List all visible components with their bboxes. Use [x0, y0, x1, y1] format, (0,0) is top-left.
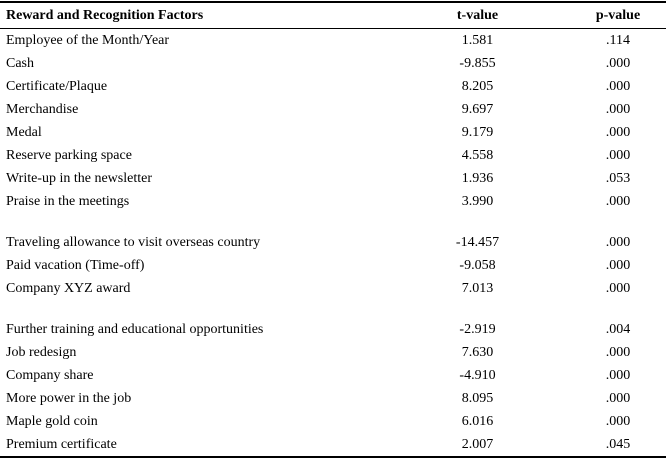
t-value-cell: 3.990 [461, 193, 494, 209]
factor-cell: Certificate/Plaque [6, 78, 108, 94]
t-value-cell: 9.179 [461, 124, 494, 140]
t-value-cell: 9.697 [461, 101, 494, 117]
table-row: Company share -4.910 .000 [0, 364, 666, 387]
p-value-cell: .000 [605, 367, 631, 383]
p-value-cell: .004 [605, 321, 631, 337]
t-value-cell: -9.855 [459, 55, 496, 71]
table-row: Merchandise 9.697 .000 [0, 98, 666, 121]
factor-cell: Maple gold coin [6, 413, 98, 429]
p-value-cell: .000 [605, 280, 631, 296]
p-value-cell: .114 [606, 32, 630, 48]
table-body: Employee of the Month/Year 1.581 .114 Cash -… [0, 29, 666, 456]
t-value-cell: 2.007 [461, 436, 494, 452]
factor-cell: Job redesign [6, 344, 77, 360]
table-header-row: Reward and Recognition Factors t-value p… [0, 3, 666, 29]
p-value-cell: .000 [605, 234, 631, 250]
section-spacer [0, 300, 666, 318]
section-spacer [0, 213, 666, 231]
table-top-rule [0, 1, 666, 3]
factor-cell: More power in the job [6, 390, 132, 406]
t-value-cell: 7.013 [461, 280, 494, 296]
factor-cell: Premium certificate [6, 436, 117, 452]
t-value-cell: 6.016 [461, 413, 494, 429]
factor-cell: Paid vacation (Time-off) [6, 257, 145, 273]
table-row: Certificate/Plaque 8.205 .000 [0, 75, 666, 98]
factor-cell: Employee of the Month/Year [6, 32, 170, 48]
table-row: Write-up in the newsletter 1.936 .053 [0, 167, 666, 190]
t-value-cell: -2.919 [459, 321, 496, 337]
column-header-p-value: p-value [595, 7, 641, 23]
p-value-cell: .000 [605, 257, 631, 273]
p-value-cell: .000 [605, 124, 631, 140]
factor-cell: Traveling allowance to visit overseas co… [6, 234, 261, 250]
p-value-cell: .045 [605, 436, 631, 452]
column-header-t-value: t-value [456, 7, 499, 23]
table-row: Praise in the meetings 3.990 .000 [0, 190, 666, 213]
table-row: Medal 9.179 .000 [0, 121, 666, 144]
factor-cell: Company XYZ award [6, 280, 131, 296]
factor-cell: Company share [6, 367, 94, 383]
table-bottom-rule [0, 456, 666, 458]
table-row: Premium certificate 2.007 .045 [0, 433, 666, 456]
factor-cell: Reserve parking space [6, 147, 132, 163]
t-value-cell: 7.630 [461, 344, 494, 360]
table-row: Further training and educational opportu… [0, 318, 666, 341]
p-value-cell: .000 [605, 78, 631, 94]
factor-cell: Medal [6, 124, 42, 140]
p-value-cell: .000 [605, 344, 631, 360]
p-value-cell: .000 [605, 193, 631, 209]
t-value-cell: -14.457 [455, 234, 500, 250]
table-row: Company XYZ award 7.013 .000 [0, 277, 666, 300]
factor-cell: Further training and educational opportu… [6, 321, 264, 337]
t-value-cell: -9.058 [459, 257, 496, 273]
table-row: Cash -9.855 .000 [0, 52, 666, 75]
t-value-cell: 1.581 [461, 32, 494, 48]
t-value-cell: 1.936 [461, 170, 494, 186]
table-row: Reserve parking space 4.558 .000 [0, 144, 666, 167]
t-value-cell: -4.910 [459, 367, 496, 383]
t-value-cell: 8.205 [461, 78, 494, 94]
p-value-cell: .000 [605, 390, 631, 406]
p-value-cell: .053 [605, 170, 631, 186]
table-row: More power in the job 8.095 .000 [0, 387, 666, 410]
factor-cell: Praise in the meetings [6, 193, 130, 209]
factor-cell: Merchandise [6, 101, 79, 117]
table-row: Job redesign 7.630 .000 [0, 341, 666, 364]
factor-cell: Write-up in the newsletter [6, 170, 152, 186]
p-value-cell: .000 [605, 147, 631, 163]
p-value-cell: .000 [605, 101, 631, 117]
column-header-factors: Reward and Recognition Factors [6, 7, 204, 23]
table-row: Maple gold coin 6.016 .000 [0, 410, 666, 433]
p-value-cell: .000 [605, 413, 631, 429]
factor-cell: Cash [6, 55, 34, 71]
table-row: Paid vacation (Time-off) -9.058 .000 [0, 254, 666, 277]
table-row: Traveling allowance to visit overseas co… [0, 231, 666, 254]
table-row: Employee of the Month/Year 1.581 .114 [0, 29, 666, 52]
t-value-cell: 8.095 [461, 390, 494, 406]
p-value-cell: .000 [605, 55, 631, 71]
t-value-cell: 4.558 [461, 147, 494, 163]
